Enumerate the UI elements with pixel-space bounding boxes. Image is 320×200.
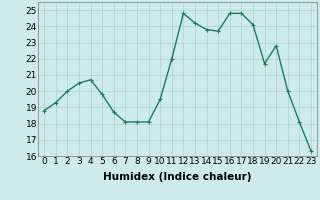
X-axis label: Humidex (Indice chaleur): Humidex (Indice chaleur) [103, 172, 252, 182]
